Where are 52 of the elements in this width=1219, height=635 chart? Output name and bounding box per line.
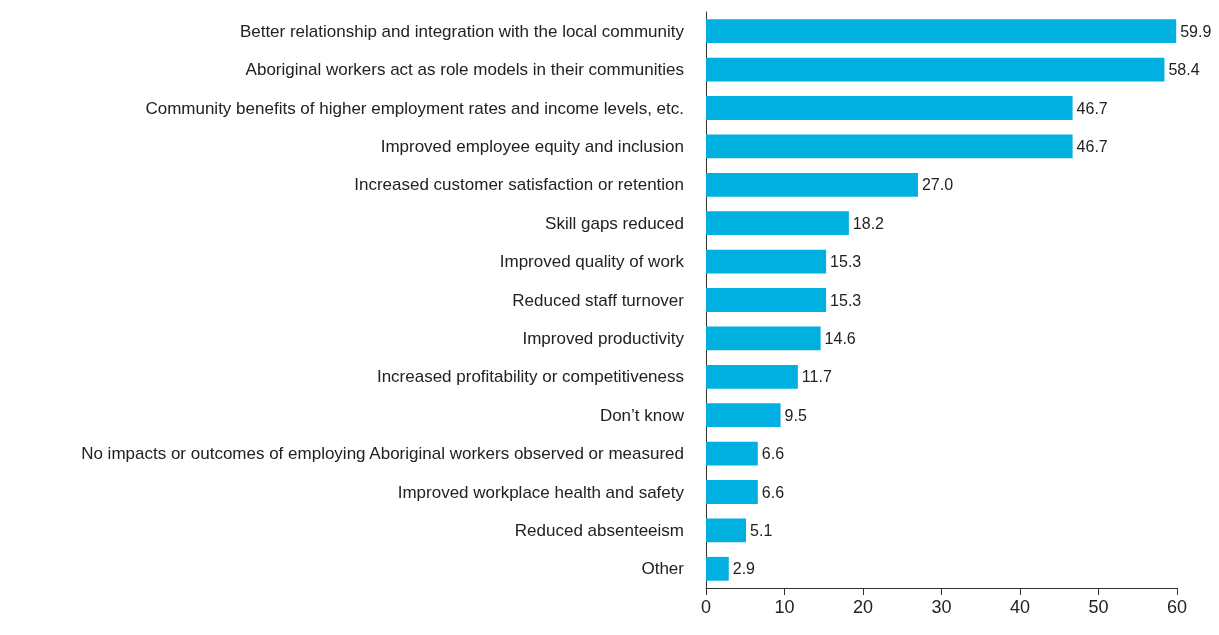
data-label: 11.7 [801, 368, 832, 386]
data-label: 27.0 [921, 176, 954, 194]
y-tick-label: Increased profitability or competitiveness [376, 367, 684, 387]
y-tick-label: Skill gaps reduced [545, 213, 684, 233]
y-tick-label: Increased customer satisfaction or retention [354, 175, 684, 195]
y-tick-label: Better relationship and integration with the local community [239, 21, 685, 41]
y-tick-label: Reduced absenteeism [514, 520, 684, 540]
data-label: 14.6 [824, 329, 856, 347]
data-label: 5.1 [750, 521, 773, 539]
bar [706, 172, 918, 197]
bar [706, 19, 1177, 44]
data-label: 6.6 [761, 445, 785, 463]
bar [706, 403, 781, 428]
data-label: 6.6 [761, 483, 785, 501]
x-tick-label: 20 [852, 597, 874, 617]
bar [706, 211, 849, 236]
y-tick-label: Improved workplace health and safety [397, 482, 685, 502]
bar [706, 556, 729, 581]
y-tick-label: Aboriginal workers act as role models in their communities [245, 60, 684, 80]
x-tick-label: 10 [774, 597, 795, 617]
x-tick-label: 30 [931, 597, 952, 617]
bar [706, 326, 821, 351]
data-label: 46.7 [1076, 99, 1108, 117]
bar [706, 57, 1165, 82]
y-tick-label: No impacts or outcomes of employing Aboriginal workers observed or measured [81, 444, 684, 464]
bar [706, 96, 1073, 120]
data-label: 58.4 [1168, 61, 1200, 79]
y-tick-label: Improved quality of work [499, 252, 685, 272]
bar [706, 134, 1073, 159]
data-label: 15.3 [830, 291, 862, 309]
data-label: 9.5 [784, 406, 807, 424]
bar [706, 518, 747, 543]
y-tick-label: Improved productivity [522, 328, 685, 348]
bar [706, 364, 798, 389]
data-label: 46.7 [1076, 137, 1108, 155]
y-tick-label: Community benefits of higher employment rates and income levels, etc. [145, 98, 684, 118]
x-tick-label: 40 [1009, 597, 1031, 617]
y-tick-label: Don’t know [599, 405, 685, 425]
x-tick-label: 60 [1166, 597, 1188, 617]
x-tick-label: 50 [1088, 597, 1109, 617]
bar [706, 249, 827, 274]
data-label: 15.3 [830, 253, 862, 271]
y-tick-label: Reduced staff turnover [512, 290, 685, 310]
bar [706, 288, 827, 312]
data-label: 2.9 [732, 560, 756, 578]
data-label: 59.9 [1180, 22, 1212, 40]
x-tick-label: 0 [700, 597, 712, 617]
data-label: 18.2 [852, 214, 885, 232]
y-tick-label: Improved employee equity and inclusion [380, 136, 684, 156]
bar [706, 441, 758, 466]
bar [706, 480, 758, 504]
y-tick-label: Other [641, 559, 685, 579]
